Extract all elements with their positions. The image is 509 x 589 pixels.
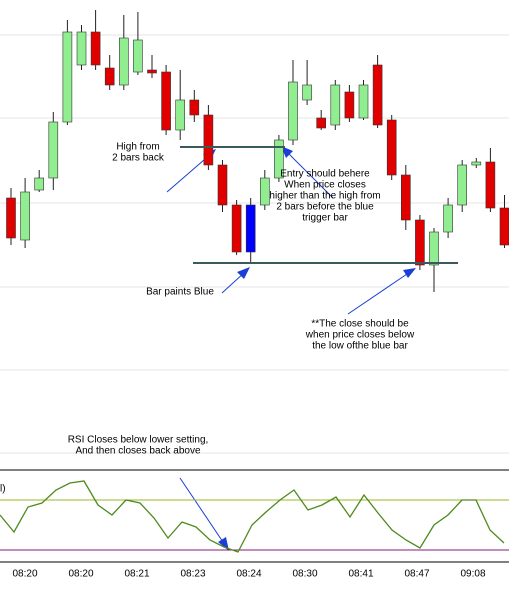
x-tick-label: 08:20 [12,569,37,580]
annotation: higher than the high from [269,191,380,202]
candle-body [175,99,185,131]
annotation: **The close should be [311,319,409,330]
candle-body [217,164,228,206]
candle-body [20,191,30,241]
x-tick-label: 08:47 [404,569,429,580]
annotation: trigger bar [302,213,348,224]
rsi-line [0,480,505,553]
annotation: Bar paints Blue [146,287,214,298]
candle-body [372,64,383,126]
rsi-label: l) [0,484,6,495]
candle-body [443,204,453,233]
candle-body [6,197,16,239]
x-tick-label: 08:41 [348,569,373,580]
x-tick-label: 08:20 [68,569,93,580]
candle-body [48,121,59,179]
candle-body [259,177,270,206]
candle-body [400,174,411,221]
candle-body [119,37,129,86]
candle-body [344,91,355,119]
candle-body [161,71,171,131]
x-tick-label: 08:21 [124,569,149,580]
annotation: RSI Closes below lower setting, [68,435,209,446]
candle-body [302,84,312,101]
arrows [166,146,416,551]
candle-body [34,177,45,191]
candle-body [457,164,468,206]
annotation: 2 bars back [112,153,165,164]
candle-body [316,117,327,129]
annotation: High from [116,142,159,153]
candle-body [330,84,341,126]
candle-body [415,219,425,266]
candle-body [133,39,143,73]
candle-body [231,204,242,253]
annotation: Entry should behere [280,169,370,180]
candle-body [499,207,509,246]
grid [0,34,509,454]
candle-body [62,31,73,123]
candle-body [147,69,157,74]
candle-body [485,161,496,209]
candle-body [429,231,439,266]
x-tick-label: 09:08 [460,569,485,580]
candle-body [471,161,482,166]
candle-body [274,139,284,179]
annotation: when price closes below [305,330,415,341]
candle-body [189,99,200,116]
candle-body [288,81,298,141]
annotation: When price closes [284,180,366,191]
candle-body [386,119,397,176]
annotation: 2 bars before the blue [276,202,374,213]
candle-body [245,204,256,253]
candle-body [203,114,214,166]
annotation: And then closes back above [75,446,201,457]
candle-body [90,31,101,66]
x-tick-label: 08:24 [236,569,261,580]
annotation: the low ofthe blue bar [312,341,408,352]
x-tick-label: 08:23 [180,569,205,580]
candle-body [76,31,87,66]
plot: l) 08:20 08:20 08:21 08:23 08:24 08:30 08:41 08:… [0,10,509,580]
candle-body [104,67,115,86]
x-tick-label: 08:30 [292,569,317,580]
candle-body [358,84,369,119]
